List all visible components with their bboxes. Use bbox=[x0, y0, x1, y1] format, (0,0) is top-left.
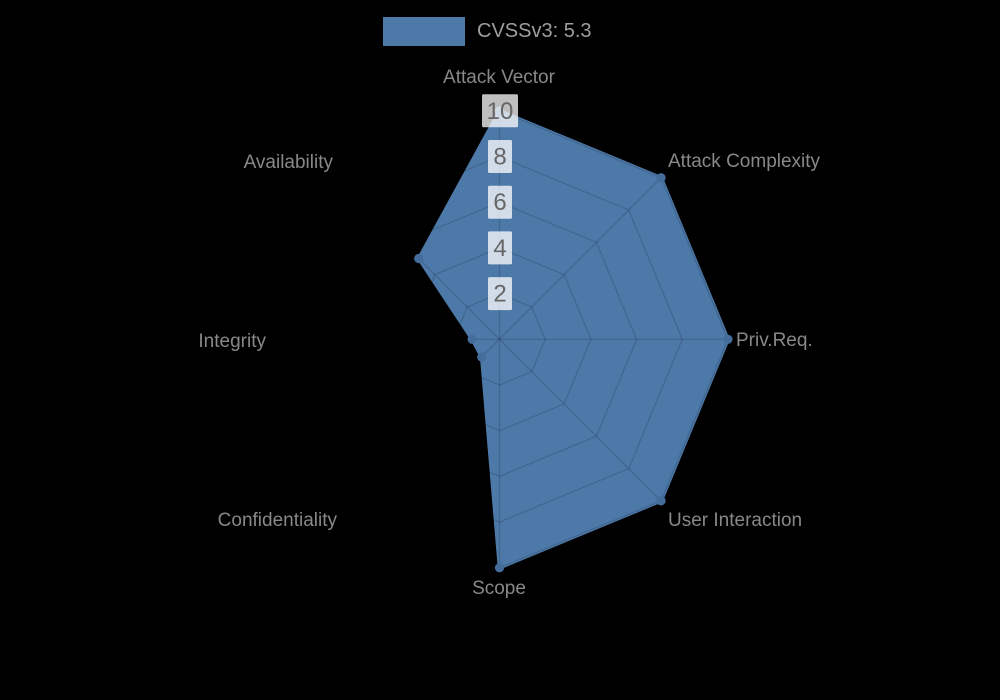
axis-label-priv-req: Priv.Req. bbox=[736, 330, 813, 351]
axis-label-confidentiality: Confidentiality bbox=[218, 510, 338, 531]
grid-spoke-user-interaction bbox=[499, 338, 662, 502]
legend-item-cvssv3[interactable]: CVSSv3: 5.3 bbox=[383, 17, 592, 46]
grid-ring-6 bbox=[361, 201, 638, 478]
data-point-user-interaction bbox=[656, 496, 666, 506]
tick-backdrop-10 bbox=[482, 94, 518, 128]
data-point-priv-req bbox=[723, 334, 733, 344]
tick-label-6: 6 bbox=[493, 189, 506, 216]
axis-label-scope: Scope bbox=[472, 578, 526, 599]
grid-ring-4 bbox=[407, 247, 592, 432]
tick-backdrop-8 bbox=[488, 140, 512, 173]
tick-label-10: 10 bbox=[487, 98, 514, 125]
axis-label-availability: Availability bbox=[244, 152, 334, 173]
axis-label-attack-vector: Attack Vector bbox=[443, 67, 556, 88]
tick-backdrop-6 bbox=[488, 185, 512, 219]
tick-label-4: 4 bbox=[493, 235, 506, 262]
tick-label-8: 8 bbox=[493, 144, 506, 171]
grid-spoke-confidentiality bbox=[337, 338, 500, 502]
grid-ring-2 bbox=[453, 292, 546, 386]
data-point-scope bbox=[494, 563, 505, 573]
data-point-confidentiality bbox=[477, 352, 487, 362]
tick-backdrop-4 bbox=[488, 231, 512, 265]
data-point-attack-complexity bbox=[656, 173, 666, 183]
tick-backdrop-2 bbox=[488, 277, 512, 311]
grid-spoke-attack-complexity bbox=[499, 177, 662, 340]
legend: CVSSv3: 5.3 bbox=[383, 17, 592, 46]
grid-ring-8 bbox=[315, 155, 684, 523]
data-point-availability bbox=[414, 253, 424, 264]
legend-label: CVSSv3: 5.3 bbox=[477, 20, 592, 42]
legend-swatch bbox=[383, 17, 465, 46]
tick-label-2: 2 bbox=[493, 281, 506, 308]
data-point-integrity bbox=[467, 334, 477, 344]
axis-label-integrity: Integrity bbox=[198, 331, 266, 352]
axis-label-attack-complexity: Attack Complexity bbox=[668, 151, 821, 172]
axis-label-user-interaction: User Interaction bbox=[668, 510, 802, 531]
